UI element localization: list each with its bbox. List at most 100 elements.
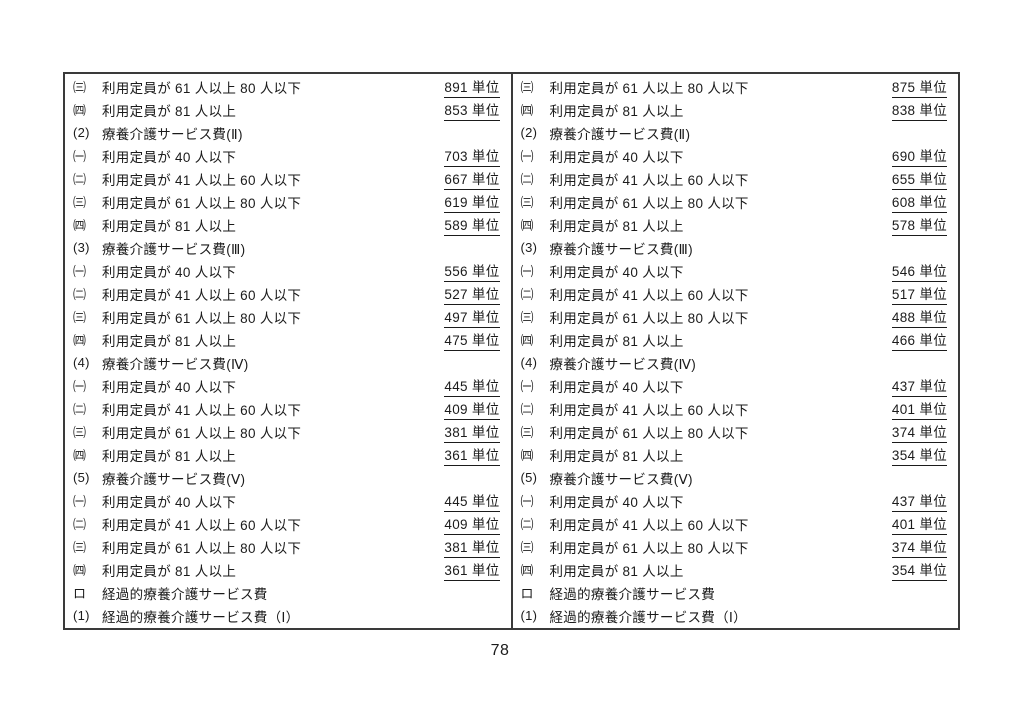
- row-label: 利用定員が 81 人以上: [102, 563, 237, 579]
- fee-schedule-table: ㈢利用定員が 61 人以上 80 人以下 891 単位㈣利用定員が 81 人以上 8…: [63, 72, 960, 630]
- table-row: (3) 療養介護サービス費(Ⅲ): [65, 236, 511, 259]
- row-marker: ㈢: [520, 80, 534, 95]
- table-row: ㈡利用定員が 41 人以上 60 人以下 655 単位: [513, 167, 959, 190]
- row-unit-value: 838 単位: [891, 99, 947, 121]
- row-unit-value: 445 単位: [444, 490, 500, 512]
- table-row: ㈢利用定員が 61 人以上 80 人以下 497 単位: [65, 305, 511, 328]
- row-label: 利用定員が 61 人以上 80 人以下: [549, 195, 749, 211]
- row-marker: ㈢: [73, 80, 87, 95]
- row-marker: ㈡: [520, 402, 534, 417]
- row-marker: ㈡: [73, 517, 87, 532]
- row-unit-value: 517 単位: [891, 283, 947, 305]
- row-label: 利用定員が 61 人以上 80 人以下: [102, 80, 302, 96]
- row-unit-value: 409 単位: [444, 398, 500, 420]
- table-row: ㈣利用定員が 81 人以上 838 単位: [513, 98, 959, 121]
- row-marker: ㈠: [73, 264, 87, 279]
- row-unit-value: 361 単位: [444, 444, 500, 466]
- row-marker: ㈡: [520, 172, 534, 187]
- row-label: 利用定員が 61 人以上 80 人以下: [549, 425, 749, 441]
- row-unit-value: 445 単位: [444, 375, 500, 397]
- table-row: ㈠利用定員が 40 人以下 445 単位: [65, 374, 511, 397]
- table-row: ㈢利用定員が 61 人以上 80 人以下 374 単位: [513, 420, 959, 443]
- row-unit-value: 381 単位: [444, 536, 500, 558]
- table-row: ㈠利用定員が 40 人以下 445 単位: [65, 489, 511, 512]
- row-marker: ㈣: [520, 218, 534, 233]
- table-row: ㈣利用定員が 81 人以上 589 単位: [65, 213, 511, 236]
- row-unit-value: 703 単位: [444, 145, 500, 167]
- row-marker: (2): [520, 125, 538, 140]
- row-label: 利用定員が 61 人以上 80 人以下: [549, 540, 749, 556]
- row-unit-value: 608 単位: [891, 191, 947, 213]
- row-marker: ㈠: [520, 379, 534, 394]
- row-label: 経過的療養介護サービス費（Ⅰ）: [102, 609, 300, 625]
- row-marker: ㈠: [73, 149, 87, 164]
- table-row: ㈢利用定員が 61 人以上 80 人以下 875 単位: [513, 75, 959, 98]
- row-marker: ㈣: [520, 103, 534, 118]
- row-label: 利用定員が 61 人以上 80 人以下: [102, 425, 302, 441]
- table-row: ㈣利用定員が 81 人以上 466 単位: [513, 328, 959, 351]
- row-marker: ㈣: [520, 563, 534, 578]
- row-marker: ㈢: [73, 540, 87, 555]
- row-marker: ㈣: [73, 448, 87, 463]
- row-unit-value: 361 単位: [444, 559, 500, 581]
- row-marker: ㈣: [73, 103, 87, 118]
- table-row: ㈣利用定員が 81 人以上 354 単位: [513, 558, 959, 581]
- row-unit-value: 853 単位: [444, 99, 500, 121]
- row-unit-value: 401 単位: [891, 513, 947, 535]
- table-row: ㈣利用定員が 81 人以上 475 単位: [65, 328, 511, 351]
- row-marker: ㈡: [73, 287, 87, 302]
- row-marker: ㈠: [73, 494, 87, 509]
- row-marker: ㈡: [73, 402, 87, 417]
- table-row: (5) 療養介護サービス費(Ⅴ): [513, 466, 959, 489]
- row-label: 療養介護サービス費(Ⅴ): [102, 471, 246, 487]
- row-label: 利用定員が 81 人以上: [549, 563, 684, 579]
- row-marker: ㈢: [520, 425, 534, 440]
- table-row: ㈡利用定員が 41 人以上 60 人以下 409 単位: [65, 512, 511, 535]
- row-marker: ㈢: [520, 195, 534, 210]
- row-unit-value: 374 単位: [891, 536, 947, 558]
- row-label: 利用定員が 41 人以上 60 人以下: [102, 172, 302, 188]
- table-row: ㈠利用定員が 40 人以下 556 単位: [65, 259, 511, 282]
- table-row: (4) 療養介護サービス費(Ⅳ): [65, 351, 511, 374]
- table-row: ロ経過的療養介護サービス費: [513, 581, 959, 604]
- row-unit-value: 875 単位: [891, 76, 947, 98]
- row-label: 療養介護サービス費(Ⅲ): [102, 241, 246, 257]
- row-unit-value: 409 単位: [444, 513, 500, 535]
- table-row: ㈡利用定員が 41 人以上 60 人以下 401 単位: [513, 397, 959, 420]
- row-unit-value: 556 単位: [444, 260, 500, 282]
- row-marker: ㈢: [73, 195, 87, 210]
- table-row: (2) 療養介護サービス費(Ⅱ): [513, 121, 959, 144]
- table-row: ㈡利用定員が 41 人以上 60 人以下 527 単位: [65, 282, 511, 305]
- table-row: ㈣利用定員が 81 人以上 578 単位: [513, 213, 959, 236]
- row-unit-value: 437 単位: [891, 375, 947, 397]
- row-label: 療養介護サービス費(Ⅱ): [102, 126, 243, 142]
- table-row: ㈢利用定員が 61 人以上 80 人以下 891 単位: [65, 75, 511, 98]
- row-label: 利用定員が 81 人以上: [102, 448, 237, 464]
- row-unit-value: 578 単位: [891, 214, 947, 236]
- row-label: 利用定員が 61 人以上 80 人以下: [549, 310, 749, 326]
- row-marker: ㈢: [73, 310, 87, 325]
- table-row: (4) 療養介護サービス費(Ⅳ): [513, 351, 959, 374]
- row-label: 療養介護サービス費(Ⅳ): [102, 356, 249, 372]
- row-label: 利用定員が 41 人以上 60 人以下: [549, 517, 749, 533]
- table-row: ㈢利用定員が 61 人以上 80 人以下 488 単位: [513, 305, 959, 328]
- row-unit-value: 466 単位: [891, 329, 947, 351]
- row-marker: ㈢: [73, 425, 87, 440]
- row-label: 利用定員が 81 人以上: [102, 218, 237, 234]
- row-marker: ㈠: [73, 379, 87, 394]
- table-row: ㈠利用定員が 40 人以下 546 単位: [513, 259, 959, 282]
- row-marker: ㈠: [520, 149, 534, 164]
- row-unit-value: 437 単位: [891, 490, 947, 512]
- row-marker: (3): [73, 240, 90, 255]
- row-label: 利用定員が 40 人以下: [549, 494, 684, 510]
- table-row: ㈡利用定員が 41 人以上 60 人以下 401 単位: [513, 512, 959, 535]
- row-label: 利用定員が 61 人以上 80 人以下: [102, 540, 302, 556]
- row-marker: ㈣: [73, 218, 87, 233]
- table-row: ㈢利用定員が 61 人以上 80 人以下 619 単位: [65, 190, 511, 213]
- row-unit-value: 527 単位: [444, 283, 500, 305]
- row-label: 利用定員が 41 人以上 60 人以下: [549, 402, 749, 418]
- table-row: ㈢利用定員が 61 人以上 80 人以下 381 単位: [65, 420, 511, 443]
- row-label: 利用定員が 40 人以下: [102, 149, 237, 165]
- row-marker: (5): [73, 470, 90, 485]
